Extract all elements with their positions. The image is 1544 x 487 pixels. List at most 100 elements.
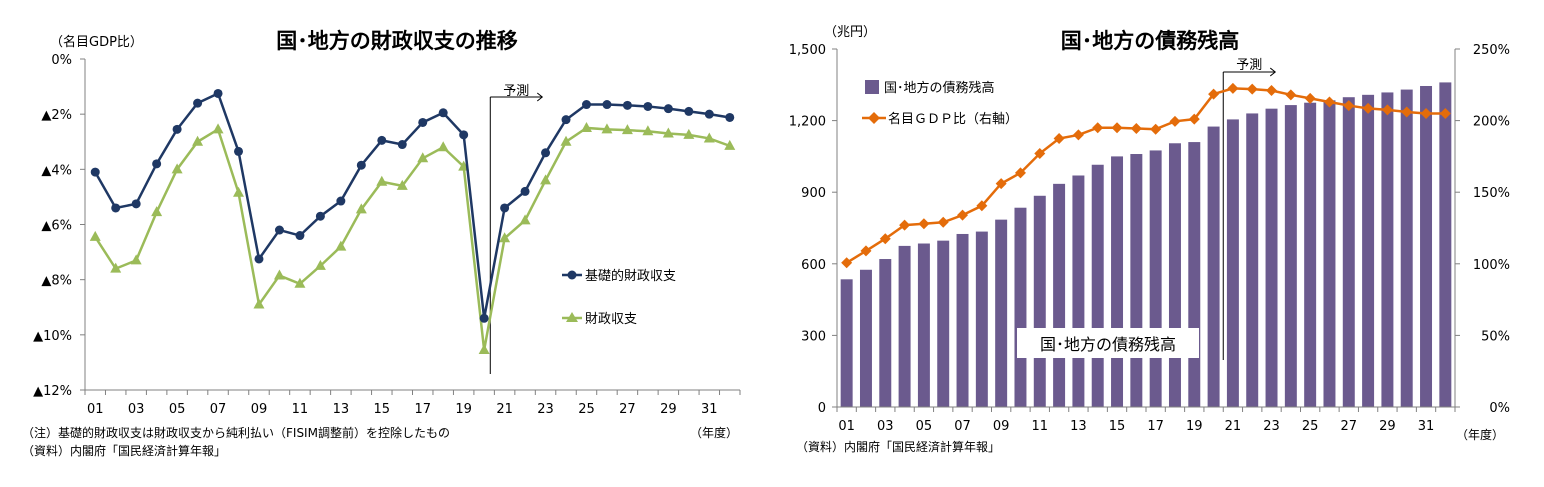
gdp-ratio-point bbox=[1208, 88, 1220, 100]
chart2-y-left-tick-label: 0 bbox=[818, 401, 826, 416]
debt-bar bbox=[840, 279, 853, 407]
fiscal-balance-point bbox=[683, 128, 695, 139]
chart2-x-tick-label: 31 bbox=[1418, 419, 1435, 434]
debt-bar bbox=[1342, 97, 1355, 407]
chart1-x-tick-label: 13 bbox=[333, 402, 350, 417]
fiscal-balance-point bbox=[478, 344, 490, 355]
gdp-ratio-point bbox=[1188, 113, 1200, 125]
chart2-x-tick-label: 17 bbox=[1147, 419, 1164, 434]
gdp-ratio-point bbox=[1420, 107, 1432, 119]
primary-balance-point bbox=[725, 112, 735, 122]
gdp-ratio-point bbox=[976, 200, 988, 212]
chart2-x-tick-label: 19 bbox=[1186, 419, 1203, 434]
chart2-x-tick-label: 27 bbox=[1341, 419, 1358, 434]
debt-bar bbox=[1362, 94, 1375, 407]
gdp-ratio-point bbox=[1169, 115, 1181, 127]
chart2-legend-entry-gdp: 名目ＧＤＰ比（右軸） bbox=[862, 111, 1018, 127]
chart1-forecast-label: 予測 bbox=[503, 84, 529, 99]
gdp-ratio-point bbox=[899, 219, 911, 231]
chart1-y-axis: 0% ▲2% ▲4% ▲6% ▲8% ▲10% ▲12% bbox=[33, 53, 85, 399]
primary-balance-point bbox=[622, 100, 632, 110]
primary-balance-point bbox=[684, 106, 694, 116]
gdp-ratio-point bbox=[1285, 89, 1297, 101]
gdp-ratio-point bbox=[1072, 129, 1084, 141]
chart2-ylabel-left: （兆円） bbox=[824, 25, 876, 40]
debt-bar bbox=[1111, 156, 1124, 407]
chart2-line-series bbox=[841, 82, 1451, 269]
debt-bar bbox=[1226, 119, 1239, 407]
primary-balance-point bbox=[581, 100, 591, 110]
chart1-x-tick-label: 05 bbox=[169, 402, 186, 417]
primary-balance-point bbox=[336, 196, 346, 206]
primary-balance-point bbox=[561, 115, 571, 125]
chart2-bar-series bbox=[840, 82, 1452, 408]
fiscal-balance-point bbox=[110, 262, 122, 273]
chart1-x-tick-label: 25 bbox=[578, 402, 595, 417]
debt-bar bbox=[1149, 150, 1162, 407]
chart1-x-tick-label: 15 bbox=[374, 402, 391, 417]
chart2-annotation-label: 国･地方の債務残高 bbox=[1040, 335, 1176, 354]
chart2-x-tick-label: 21 bbox=[1225, 419, 1242, 434]
gdp-ratio-point bbox=[1343, 100, 1355, 112]
fiscal-balance-point bbox=[314, 259, 326, 270]
gdp-ratio-point bbox=[841, 257, 853, 269]
primary-balance-point bbox=[663, 104, 673, 114]
primary-balance-point bbox=[377, 135, 387, 145]
chart2-title: 国･地方の債務残高 bbox=[1061, 29, 1240, 53]
chart2-x-tick-label: 11 bbox=[1032, 419, 1049, 434]
chart2-y-axis-right: 0% 50% 100% 150% 200% 250% bbox=[1455, 43, 1510, 416]
gdp-ratio-point bbox=[1092, 122, 1104, 134]
chart2-legend-label-gdp: 名目ＧＤＰ比（右軸） bbox=[888, 111, 1018, 127]
chart2-x-tick-label: 07 bbox=[954, 419, 971, 434]
chart1-legend-entry-balance: 財政収支 bbox=[562, 312, 637, 327]
fiscal-balance-point bbox=[724, 139, 736, 150]
chart1-y-tick-label: ▲8% bbox=[41, 274, 72, 289]
gdp-ratio-point bbox=[1362, 102, 1374, 114]
debt-bar bbox=[859, 269, 872, 407]
debt-bar bbox=[1014, 207, 1027, 407]
chart2-y-left-tick-label: 1,200 bbox=[789, 115, 826, 130]
primary-balance-point bbox=[213, 88, 223, 98]
fiscal-balance-point bbox=[540, 174, 552, 185]
fiscal-balance-point bbox=[396, 179, 408, 190]
chart2-x-tick-label: 01 bbox=[838, 419, 855, 434]
fiscal-balance-point bbox=[621, 124, 633, 135]
primary-balance-point bbox=[397, 140, 407, 150]
chart1-y-tick-label: ▲2% bbox=[41, 108, 72, 123]
chart2-y-right-tick-label: 200% bbox=[1473, 115, 1510, 130]
debt-bar bbox=[1207, 126, 1220, 408]
debt-bar bbox=[995, 219, 1008, 407]
chart1-legend-label-balance: 財政収支 bbox=[585, 312, 637, 327]
chart2-x-axis: 01 03 05 07 09 11 13 15 17 19 21 23 25 27 29 31 bbox=[836, 407, 1456, 434]
chart2-x-tick-label: 09 bbox=[993, 419, 1010, 434]
primary-balance-point bbox=[418, 117, 428, 127]
chart1-y-tick-label: ▲4% bbox=[41, 163, 72, 178]
fiscal-balance-point bbox=[417, 152, 429, 163]
gdp-ratio-point bbox=[1014, 167, 1026, 179]
debt-bar bbox=[879, 259, 892, 407]
chart1-legend-entry-primary: 基礎的財政収支 bbox=[562, 268, 676, 284]
fiscal-balance-point bbox=[499, 232, 511, 243]
chart2-xlabel: （年度） bbox=[1456, 427, 1504, 442]
chart1-x-tick-label: 09 bbox=[251, 402, 268, 417]
primary-balance-point bbox=[643, 101, 653, 111]
chart1-title: 国･地方の財政収支の推移 bbox=[276, 29, 518, 53]
debt-bar bbox=[1439, 82, 1452, 407]
primary-balance-point bbox=[479, 313, 489, 323]
gdp-ratio-point bbox=[1111, 122, 1123, 134]
primary-balance-point bbox=[131, 199, 141, 209]
gdp-ratio-point bbox=[1246, 83, 1258, 95]
fiscal-balance-point bbox=[437, 141, 449, 152]
chart2-forecast-label: 予測 bbox=[1236, 58, 1262, 73]
chart1-x-tick-label: 31 bbox=[701, 402, 718, 417]
chart2-y-left-tick-label: 1,500 bbox=[789, 43, 826, 58]
chart1-x-tick-label: 21 bbox=[496, 402, 513, 417]
legend-triangle-icon bbox=[566, 312, 578, 322]
debt-bar bbox=[956, 233, 969, 407]
fiscal-balance-point bbox=[151, 206, 163, 217]
debt-bar bbox=[1072, 175, 1085, 407]
chart1-x-tick-label: 29 bbox=[660, 402, 677, 417]
primary-balance-point bbox=[356, 160, 366, 170]
chart2-y-right-tick-label: 150% bbox=[1473, 186, 1510, 201]
chart1-source: （資料）内閣府「国民経済計算年報」 bbox=[22, 443, 226, 458]
